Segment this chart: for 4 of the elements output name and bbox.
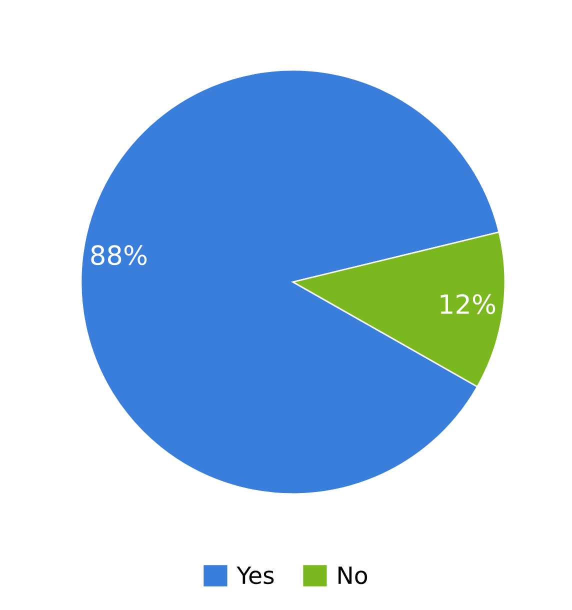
legend-label: No: [338, 566, 368, 584]
legend-label: Yes: [236, 566, 274, 584]
data-label: 12%: [440, 294, 496, 314]
data-label: 88%: [91, 245, 147, 266]
